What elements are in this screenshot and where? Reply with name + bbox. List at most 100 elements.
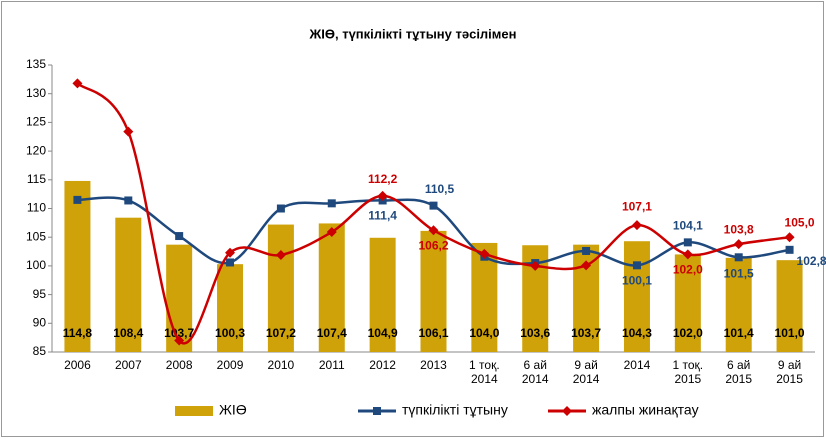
marker bbox=[226, 258, 235, 267]
bar-value-label: 103,7 bbox=[571, 326, 601, 340]
line-value-label: 107,1 bbox=[622, 199, 652, 213]
legend-label: түпкілікті тұтыну bbox=[402, 402, 508, 418]
bar bbox=[115, 217, 142, 352]
x-tick-label: 1 тоқ. 2015 bbox=[672, 358, 704, 386]
marker bbox=[581, 260, 592, 271]
legend-label: ЖІӨ bbox=[219, 402, 247, 418]
bar bbox=[64, 180, 91, 352]
y-tick-label: 100 bbox=[26, 258, 46, 272]
legend-swatch bbox=[175, 406, 213, 416]
line-value-label: 102,0 bbox=[673, 263, 703, 277]
marker bbox=[377, 190, 388, 201]
x-tick-label: 2006 bbox=[64, 358, 91, 372]
y-tick-label: 95 bbox=[33, 287, 47, 301]
bar bbox=[623, 241, 650, 352]
x-tick-label: 9 ай 2015 bbox=[776, 358, 803, 386]
x-tick-label: 9 ай 2014 bbox=[572, 358, 600, 386]
bar bbox=[318, 223, 345, 352]
x-tick-label: 2014 bbox=[623, 358, 651, 372]
marker bbox=[631, 220, 642, 231]
legend-label: жалпы жинақтау bbox=[592, 402, 699, 418]
x-tick-label: 2012 bbox=[369, 358, 396, 372]
y-tick-label: 105 bbox=[26, 229, 46, 243]
x-tick-label: 2013 bbox=[420, 358, 447, 372]
bar bbox=[267, 224, 294, 352]
marker bbox=[632, 261, 641, 270]
line-value-label: 112,2 bbox=[368, 172, 398, 186]
bar-value-label: 101,4 bbox=[724, 326, 754, 340]
line-value-label: 105,0 bbox=[785, 215, 815, 229]
marker bbox=[123, 126, 134, 137]
bar-value-label: 102,0 bbox=[673, 326, 703, 340]
legend-marker bbox=[373, 407, 381, 415]
marker bbox=[275, 249, 286, 260]
marker bbox=[733, 239, 744, 250]
bar-value-label: 104,0 bbox=[469, 326, 499, 340]
bar bbox=[166, 244, 193, 352]
x-tick-label: 2008 bbox=[165, 358, 193, 372]
bar-value-label: 104,3 bbox=[622, 326, 652, 340]
bar-value-label: 107,4 bbox=[317, 326, 347, 340]
bar-value-label: 103,6 bbox=[520, 326, 550, 340]
bar bbox=[217, 264, 244, 352]
line-value-label: 111,4 bbox=[368, 209, 397, 223]
y-tick-label: 125 bbox=[26, 115, 46, 129]
marker bbox=[175, 232, 184, 241]
y-tick-label: 120 bbox=[26, 143, 46, 157]
y-tick-label: 90 bbox=[33, 315, 47, 329]
y-tick-label: 135 bbox=[26, 57, 46, 71]
y-tick-label: 110 bbox=[27, 201, 46, 215]
x-tick-label: 2010 bbox=[267, 358, 295, 372]
legend-marker bbox=[562, 406, 572, 416]
x-tick-label: 2009 bbox=[216, 358, 244, 372]
bar bbox=[725, 257, 752, 352]
marker bbox=[784, 232, 795, 243]
bar-value-label: 104,9 bbox=[368, 326, 398, 340]
bar-value-label: 100,3 bbox=[215, 326, 245, 340]
line-value-label: 104,1 bbox=[673, 219, 703, 233]
marker bbox=[428, 225, 439, 236]
bar bbox=[776, 260, 803, 352]
bar-value-label: 103,7 bbox=[164, 326, 194, 340]
marker bbox=[73, 195, 82, 204]
marker bbox=[682, 249, 693, 260]
line-value-label: 103,8 bbox=[724, 222, 754, 236]
line-value-label: 106,2 bbox=[418, 238, 448, 252]
bar-value-label: 108,4 bbox=[113, 326, 143, 340]
marker bbox=[785, 245, 794, 254]
chart-title: ЖІӨ, түпкілікті тұтыну тәсілімен bbox=[309, 26, 517, 41]
line bbox=[76, 82, 790, 345]
bar-value-label: 106,1 bbox=[418, 326, 448, 340]
marker bbox=[124, 196, 133, 205]
x-tick-label: 2011 bbox=[318, 358, 345, 372]
bar bbox=[369, 237, 396, 352]
line-value-label: 110,5 bbox=[425, 182, 455, 196]
bar-value-label: 114,8 bbox=[63, 326, 93, 340]
y-tick-label: 115 bbox=[27, 172, 46, 186]
x-tick-label: 6 ай 2014 bbox=[521, 358, 549, 386]
marker bbox=[734, 253, 743, 262]
x-tick-label: 6 ай 2015 bbox=[725, 358, 753, 386]
marker bbox=[276, 204, 285, 213]
x-tick-label: 1 тоқ. 2014 bbox=[469, 358, 500, 386]
marker bbox=[72, 78, 83, 89]
y-tick-label: 85 bbox=[33, 344, 47, 358]
line-value-label: 100,1 bbox=[622, 273, 652, 287]
marker bbox=[479, 248, 490, 259]
marker bbox=[225, 247, 236, 258]
bar bbox=[420, 230, 447, 352]
x-tick-label: 2007 bbox=[114, 358, 142, 372]
marker bbox=[582, 246, 591, 255]
marker bbox=[327, 199, 336, 208]
marker bbox=[174, 335, 185, 346]
bar-value-label: 107,2 bbox=[266, 326, 296, 340]
line-value-label: 101,5 bbox=[724, 266, 754, 280]
line-value-label: 102,8 bbox=[797, 254, 826, 268]
y-tick-label: 130 bbox=[26, 86, 46, 100]
bar-value-label: 101,0 bbox=[775, 326, 805, 340]
marker bbox=[326, 227, 337, 238]
marker bbox=[683, 238, 692, 247]
bar bbox=[674, 254, 701, 352]
